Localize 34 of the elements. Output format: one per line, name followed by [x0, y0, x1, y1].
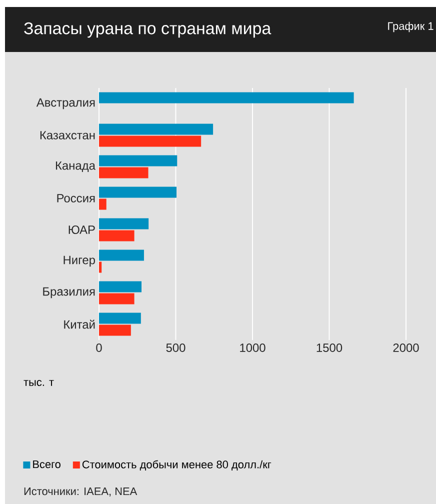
y-tick-label: Канада [56, 161, 96, 172]
y-tick-label: Нигер [64, 256, 95, 267]
text: График 1 [388, 22, 434, 32]
bar [99, 324, 131, 336]
x-tick-label: 1000 [240, 344, 266, 352]
bar [99, 198, 106, 210]
x-tick-label: 2000 [393, 344, 419, 352]
legend-label: Стоимость добычи менее 80 долл./кг [82, 460, 272, 470]
y-tick-label: Бразилия [43, 287, 95, 298]
bar [99, 155, 178, 166]
bar [99, 167, 148, 178]
bar [99, 136, 202, 147]
legend-label: Всего [33, 460, 60, 468]
bar [99, 250, 144, 261]
bar [99, 218, 149, 230]
y-tick-label: Австралия [36, 98, 95, 110]
bar [99, 312, 141, 324]
bar [99, 281, 142, 292]
bar [99, 92, 354, 104]
text: Источники: IAEA, NEA [24, 488, 138, 496]
y-tick-label: Россия [57, 194, 95, 202]
chart-title: Запасы урана по странам мира [24, 22, 272, 38]
bar [99, 186, 177, 198]
x-tick-label: 500 [166, 344, 186, 352]
x-tick-label: 1500 [316, 344, 342, 352]
x-axis-title: тыс. т [24, 380, 54, 386]
x-tick-label: 0 [96, 344, 102, 352]
y-tick-label: Казахстан [40, 131, 95, 140]
bar [99, 293, 134, 304]
bar [99, 230, 134, 242]
y-tick-label: Китай [64, 320, 95, 329]
bar [99, 262, 102, 273]
y-tick-label: ЮАР [68, 226, 95, 234]
bar [99, 124, 214, 135]
